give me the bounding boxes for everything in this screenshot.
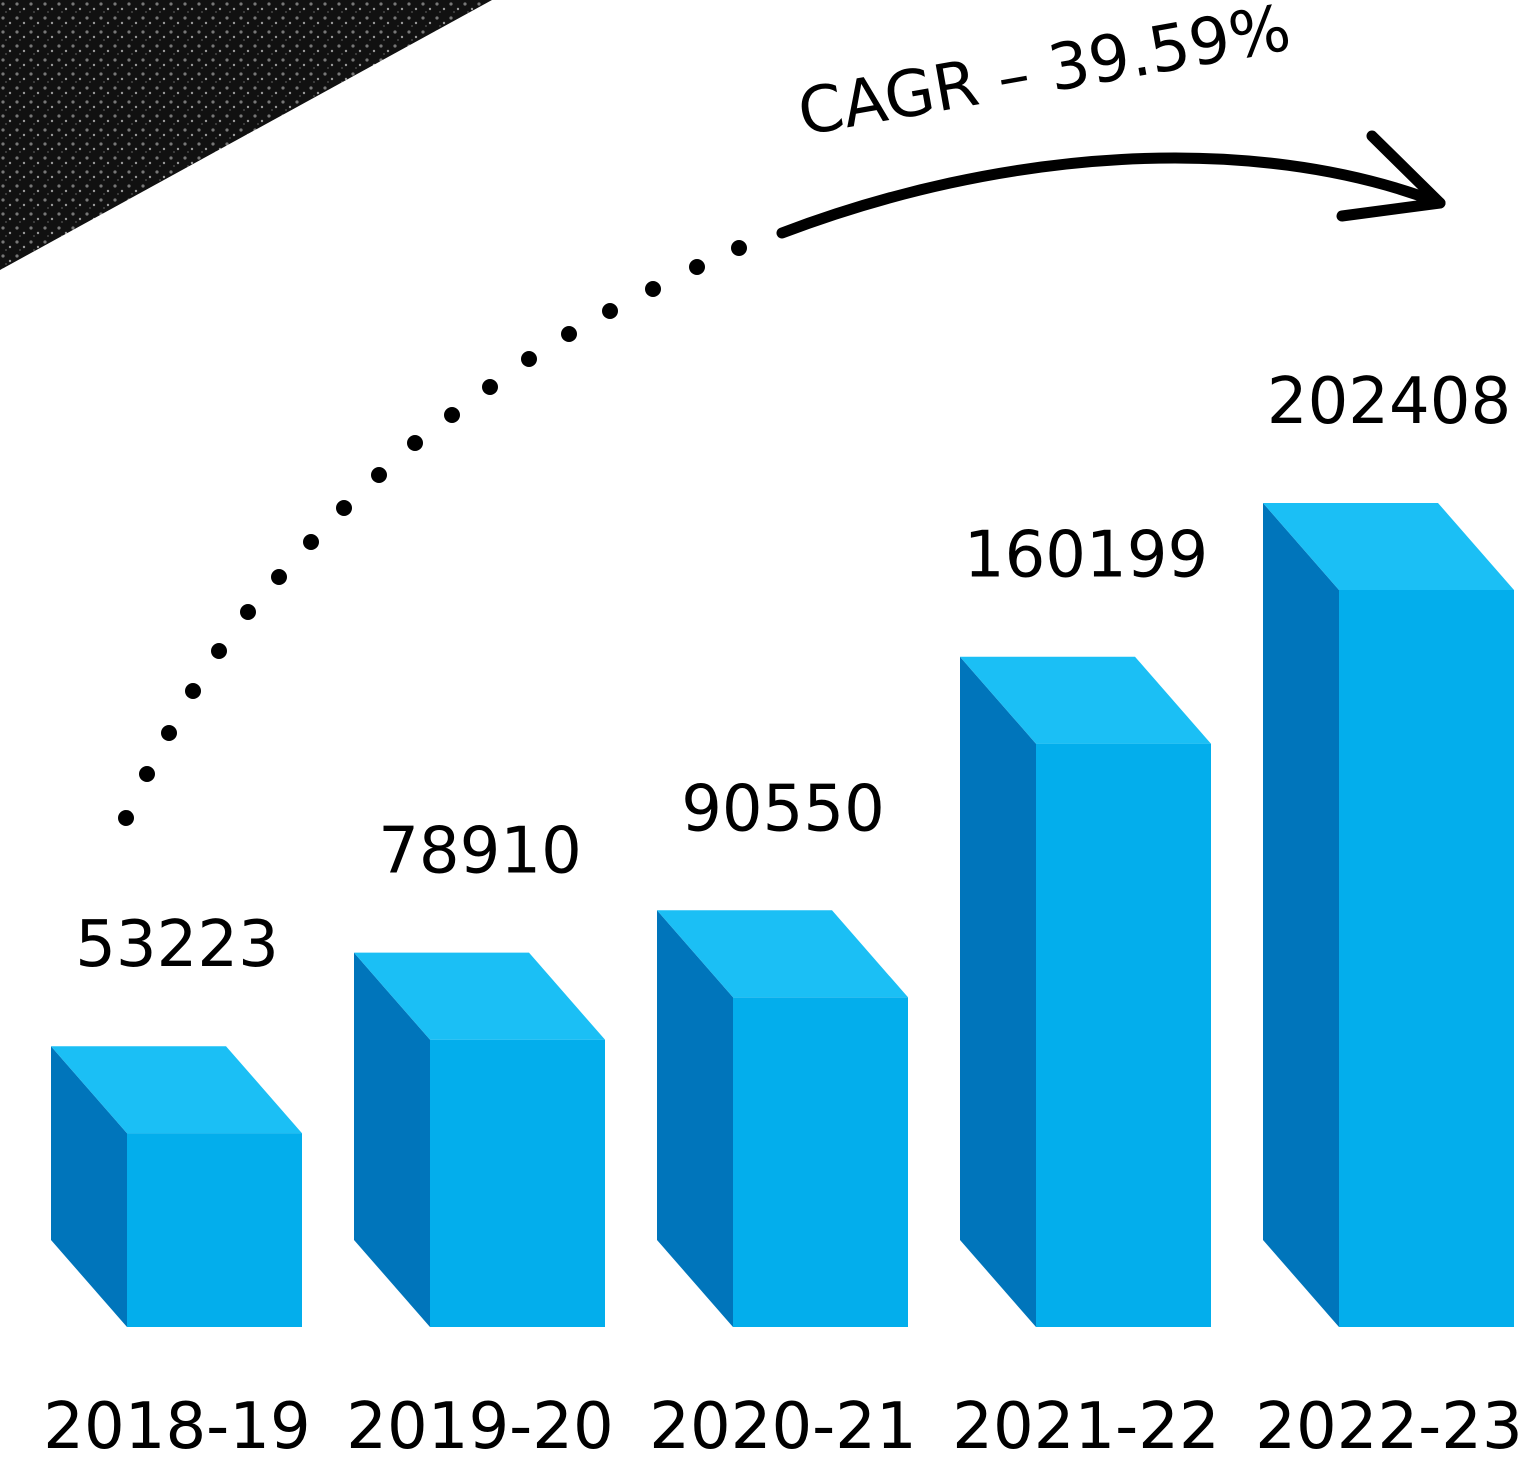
dotted-trend [118,240,747,826]
bar-top [1263,503,1514,590]
bar-top [354,952,605,1040]
value-label: 53223 [75,908,279,982]
cagr-annotation: CAGR – 39.59% [793,0,1296,151]
trend-arrow [776,130,1446,239]
bar [430,1039,605,1327]
bar-side [354,952,430,1327]
bar-side [51,1046,127,1327]
bar [1339,590,1514,1327]
bar-side [657,910,733,1327]
bar-top [960,656,1211,744]
bar-top [657,910,908,998]
x-tick-label: 2018-19 [43,1390,310,1457]
bar [733,997,908,1327]
x-tick-label: 2019-20 [346,1390,613,1457]
value-label: 160199 [964,519,1208,593]
bar-side [1263,503,1339,1327]
texture-corner [0,0,492,270]
bar-side [960,656,1036,1327]
x-tick-label: 2021-22 [952,1390,1219,1457]
value-label: 78910 [378,815,582,889]
bar-top [51,1046,302,1134]
bar [127,1133,302,1327]
x-tick-label: 2022-23 [1255,1390,1522,1457]
bar [1036,743,1211,1327]
x-tick-label: 2020-21 [649,1390,916,1457]
value-label: 90550 [681,772,885,846]
value-label: 202408 [1267,365,1511,439]
